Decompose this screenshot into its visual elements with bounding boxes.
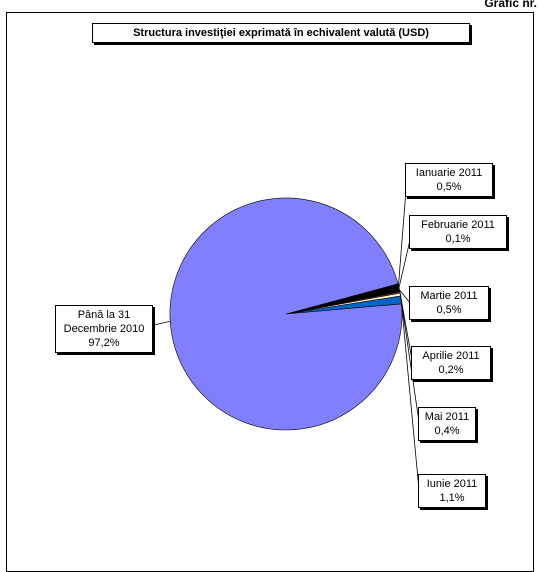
slice-label-name: Mai 2011: [424, 411, 470, 423]
leader-line-6: [400, 299, 420, 491]
chart-title: Structura investiţiei exprimată în echiv…: [92, 23, 470, 43]
slice-label-value: 97,2%: [88, 337, 120, 349]
slice-label-aprilie-2011: Aprilie 2011 0,2%: [411, 346, 491, 380]
slice-label-pana-la-31-decembrie-2010: Până la 31 Decembrie 2010 97,2%: [55, 305, 153, 353]
slice-label-iunie-2011: Iunie 2011 1,1%: [418, 474, 486, 508]
leader-line-0: [153, 320, 171, 326]
leader-line-2: [398, 239, 411, 288]
slice-label-name: Ianuarie 2011: [415, 167, 483, 179]
slice-label-name: Iunie 2011: [426, 478, 478, 490]
slice-label-mai-2011: Mai 2011 0,4%: [418, 407, 476, 441]
slice-label-martie-2011: Martie 2011 0,5%: [409, 286, 489, 320]
slice-label-februarie-2011: Februarie 2011 0,1%: [409, 215, 507, 249]
leader-line-1: [398, 189, 407, 286]
slice-label-value: 0,5%: [436, 181, 462, 193]
slice-label-value: 0,5%: [436, 304, 462, 316]
slice-label-name: Martie 2011: [420, 290, 478, 302]
slice-label-value: 0,2%: [438, 364, 464, 376]
leader-line-3: [399, 289, 411, 304]
pie-slice-0: [169, 197, 403, 431]
slice-label-name: Până la 31 Decembrie 2010: [63, 309, 145, 335]
slice-label-value: 0,4%: [434, 425, 460, 437]
slice-label-name: Aprilie 2011: [422, 350, 480, 362]
slice-label-ianuarie-2011: Ianuarie 2011 0,5%: [405, 163, 493, 197]
slice-label-value: 1,1%: [439, 492, 465, 504]
slice-label-name: Februarie 2011: [421, 219, 495, 231]
leader-line-5: [399, 294, 420, 423]
slice-label-value: 0,1%: [445, 233, 471, 245]
header-text: Grafic nr.: [484, 0, 537, 10]
